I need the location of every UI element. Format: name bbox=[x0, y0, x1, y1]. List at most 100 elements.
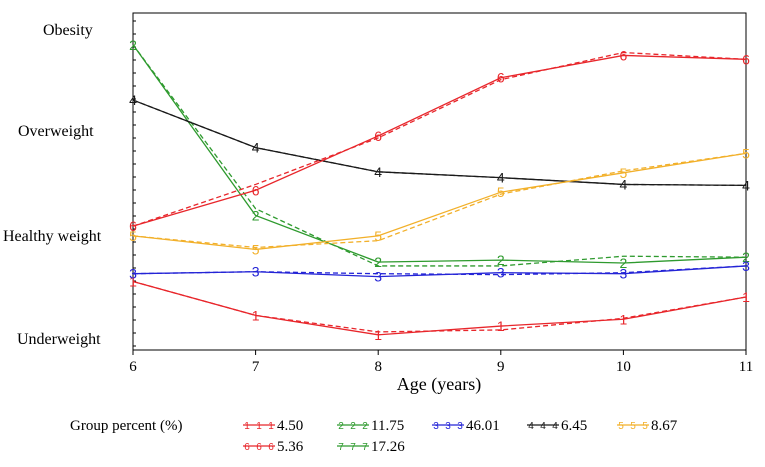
legend-item-6: 6 6 6 5.36 bbox=[243, 439, 304, 455]
series-3: 3 3 3 3 3 3 bbox=[129, 258, 750, 285]
x-axis-ticks: 6 7 8 9 10 11 bbox=[129, 350, 753, 375]
legend-swatch-marker: 4 bbox=[540, 421, 546, 432]
x-tick-label: 11 bbox=[739, 359, 753, 375]
legend-swatch-marker: 5 bbox=[630, 421, 636, 432]
legend-item-2: 2 2 2 11.75 bbox=[337, 418, 404, 434]
series-3-point: 3 bbox=[620, 266, 628, 282]
legend-swatch-marker: 3 bbox=[445, 421, 451, 432]
series-3-observed-line bbox=[132, 265, 747, 278]
series-6-point: 6 bbox=[374, 128, 382, 144]
legend-percent: 46.01 bbox=[466, 418, 500, 434]
series-4-point: 4 bbox=[742, 177, 750, 193]
series-1: 1 1 1 1 1 1 bbox=[129, 273, 750, 342]
y-tick-label: Underweight bbox=[17, 331, 101, 348]
series-5-point: 5 bbox=[620, 165, 628, 181]
legend-swatch-marker: 5 bbox=[642, 421, 648, 432]
series-6-fitted-line bbox=[132, 51, 747, 227]
series-2: 2 2 2 2 2 2 bbox=[129, 37, 750, 271]
legend-swatch-marker: 7 bbox=[338, 442, 344, 453]
legend-swatch-marker: 6 bbox=[256, 442, 262, 453]
series-2-point: 2 bbox=[374, 254, 382, 270]
legend-swatch-marker: 1 bbox=[244, 421, 250, 432]
x-axis-title: Age (years) bbox=[397, 374, 481, 395]
series-4-observed-line bbox=[132, 99, 747, 187]
series-3-point: 3 bbox=[374, 269, 382, 285]
legend-swatch-marker: 6 bbox=[268, 442, 274, 453]
legend-percent: 4.50 bbox=[277, 418, 303, 434]
series-5: 5 5 5 5 5 5 bbox=[129, 145, 750, 257]
series-6-point: 6 bbox=[497, 70, 505, 86]
legend-swatch-marker: 6 bbox=[244, 442, 250, 453]
legend-title: Group percent (%) bbox=[70, 418, 182, 434]
legend-items: 1 1 1 4.50 2 2 2 11.75 3 3 3 46.01 4 4 4 6.45 5 5 5 8.676 6 6… bbox=[243, 418, 678, 455]
legend-swatch-marker: 4 bbox=[552, 421, 558, 432]
series-6-point: 6 bbox=[252, 182, 260, 198]
series-2-observed-line bbox=[132, 44, 747, 264]
y-axis-labels: Underweight Healthy weight Overweight Obesi… bbox=[3, 20, 136, 348]
series-4-point: 4 bbox=[374, 164, 382, 180]
series-2-fitted-line bbox=[132, 44, 747, 267]
legend-item-5: 5 5 5 8.67 bbox=[617, 418, 678, 434]
legend-item-4: 4 4 4 6.45 bbox=[527, 418, 587, 434]
series-4: 4 4 4 4 4 4 bbox=[129, 92, 750, 193]
legend-swatch-marker: 7 bbox=[350, 442, 356, 453]
y-tick-label: Overweight bbox=[18, 123, 94, 140]
legend-item-3: 3 3 3 46.01 bbox=[432, 418, 500, 434]
legend-swatch-marker: 2 bbox=[362, 421, 368, 432]
legend-percent: 5.36 bbox=[277, 439, 304, 455]
series-3-point: 3 bbox=[129, 266, 137, 282]
legend-item-1: 1 1 1 4.50 bbox=[243, 418, 303, 434]
series-6-observed-line bbox=[132, 54, 747, 227]
series-4-point: 4 bbox=[620, 176, 628, 192]
series-5-point: 5 bbox=[497, 184, 505, 200]
legend: Group percent (%) 1 1 1 4.50 2 2 2 11.75 3 3 3 46.0… bbox=[70, 418, 678, 455]
series-3-point: 3 bbox=[497, 265, 505, 281]
series-4-point: 4 bbox=[497, 170, 505, 186]
series-1-point: 1 bbox=[252, 307, 260, 323]
series-4-point: 4 bbox=[252, 140, 260, 156]
series-6: 6 6 6 6 6 6 bbox=[129, 47, 750, 234]
series-1-point: 1 bbox=[374, 327, 382, 343]
series-group: 1111112222223333334444445555556666667777… bbox=[129, 37, 750, 343]
series-2-point: 2 bbox=[252, 207, 260, 223]
series-1-point: 1 bbox=[129, 273, 137, 289]
legend-percent: 8.67 bbox=[651, 418, 678, 434]
legend-swatch-marker: 4 bbox=[528, 421, 534, 432]
legend-swatch-marker: 1 bbox=[268, 421, 274, 432]
series-5-point: 5 bbox=[374, 228, 382, 244]
series-5-point: 5 bbox=[742, 145, 750, 161]
legend-swatch-marker: 7 bbox=[362, 442, 368, 453]
legend-item-7: 7 7 7 17.26 bbox=[337, 439, 405, 455]
x-tick-label: 9 bbox=[497, 359, 505, 375]
y-tick-label: Obesity bbox=[43, 22, 93, 39]
series-2-point: 2 bbox=[620, 255, 628, 271]
series-1-observed-line bbox=[132, 280, 747, 336]
x-tick-label: 7 bbox=[252, 359, 260, 375]
x-tick-label: 6 bbox=[129, 359, 137, 375]
legend-percent: 17.26 bbox=[371, 439, 405, 455]
legend-swatch-marker: 1 bbox=[256, 421, 262, 432]
series-1-point: 1 bbox=[497, 318, 505, 334]
series-1-point: 1 bbox=[620, 311, 628, 327]
series-3-point: 3 bbox=[252, 264, 260, 280]
legend-swatch-marker: 2 bbox=[350, 421, 356, 432]
plot-area-frame bbox=[132, 12, 747, 351]
legend-swatch-marker: 3 bbox=[457, 421, 463, 432]
legend-swatch-marker: 2 bbox=[338, 421, 344, 432]
series-5-fitted-line bbox=[132, 152, 747, 249]
series-6-point: 6 bbox=[742, 51, 750, 67]
series-3-fitted-line bbox=[132, 265, 747, 276]
series-2-point: 2 bbox=[129, 37, 137, 53]
series-6-point: 6 bbox=[620, 47, 628, 63]
series-5-point: 5 bbox=[129, 228, 137, 244]
y-tick-label: Healthy weight bbox=[3, 228, 102, 245]
legend-swatch-marker: 5 bbox=[618, 421, 624, 432]
series-6-point: 6 bbox=[129, 218, 137, 234]
series-4-point: 4 bbox=[129, 92, 137, 108]
legend-percent: 11.75 bbox=[371, 418, 404, 434]
series-2-point: 2 bbox=[742, 249, 750, 265]
x-tick-label: 8 bbox=[374, 359, 382, 375]
legend-percent: 6.45 bbox=[561, 418, 587, 434]
series-2-point: 2 bbox=[497, 252, 505, 268]
legend-swatch-marker: 3 bbox=[433, 421, 439, 432]
